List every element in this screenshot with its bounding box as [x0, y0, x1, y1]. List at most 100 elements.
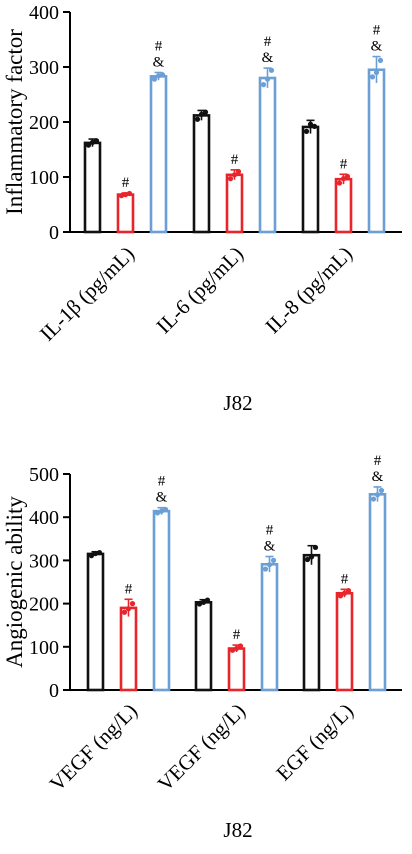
data-point [129, 601, 136, 607]
data-point [229, 647, 236, 653]
data-point [89, 139, 96, 145]
data-point [121, 609, 128, 615]
data-point [198, 111, 205, 117]
significance-mark: # [266, 523, 274, 539]
significance-mark: # [341, 571, 349, 587]
significance-mark: # [158, 474, 166, 490]
y-axis-label: Inflammatory factor [2, 29, 27, 215]
data-point [118, 193, 125, 199]
x-tick-label: IL-8 (pg/mL) [260, 242, 357, 339]
x-axis-label: J82 [223, 818, 252, 842]
bar [301, 125, 320, 234]
y-tick-label: 0 [49, 222, 59, 244]
data-point [262, 566, 269, 572]
bar [368, 493, 387, 692]
bar [367, 68, 386, 234]
data-point [336, 180, 343, 186]
data-point [344, 173, 351, 180]
data-point [233, 645, 240, 652]
significance-mark: & [153, 55, 165, 71]
data-point [154, 510, 161, 516]
data-point [308, 554, 315, 560]
significance-mark: & [371, 39, 383, 55]
bar [335, 591, 354, 692]
data-point [126, 190, 133, 197]
data-point [237, 643, 244, 649]
y-tick-label: 500 [29, 464, 59, 486]
data-point [196, 601, 203, 607]
x-tick-label: VEGF (ng/L) [153, 699, 250, 796]
significance-mark: # [373, 23, 381, 39]
data-point [377, 57, 384, 64]
bar [116, 193, 135, 234]
data-point [312, 544, 319, 551]
data-point [194, 116, 201, 122]
y-tick-label: 200 [29, 112, 59, 134]
y-tick-label: 100 [29, 167, 59, 189]
data-point [125, 606, 132, 612]
bar [152, 509, 171, 692]
significance-mark: & [156, 490, 168, 506]
significance-mark: # [264, 34, 272, 50]
data-point [268, 67, 275, 73]
data-point [374, 492, 381, 498]
bar [149, 75, 168, 234]
data-point [158, 508, 165, 514]
data-point [93, 138, 100, 144]
data-point [341, 590, 348, 596]
bar [225, 173, 244, 234]
bar [86, 552, 105, 692]
significance-mark: & [372, 469, 384, 485]
significance-mark: # [155, 39, 163, 55]
y-tick-label: 200 [29, 594, 59, 616]
significance-mark: # [125, 581, 133, 597]
data-point [159, 72, 166, 78]
bar [119, 606, 138, 692]
x-tick-label: EGF (ng/L) [271, 699, 358, 786]
data-point [231, 172, 238, 178]
y-tick-label: 400 [29, 507, 59, 529]
y-tick-label: 300 [29, 550, 59, 572]
significance-mark: # [340, 156, 348, 172]
data-point [337, 593, 344, 599]
data-point [373, 69, 380, 76]
data-point [345, 588, 352, 594]
x-tick-label: IL-6 (pg/mL) [151, 242, 248, 339]
data-point [202, 109, 209, 115]
data-point [304, 556, 311, 563]
data-point [92, 550, 99, 557]
data-point [155, 73, 162, 79]
data-point [85, 142, 92, 148]
data-point [235, 168, 242, 175]
data-point [96, 550, 103, 556]
y-tick-label: 400 [29, 2, 59, 24]
bar [302, 553, 321, 692]
y-tick-label: 100 [29, 637, 59, 659]
significance-mark: # [122, 175, 130, 191]
x-axis-label: J82 [223, 391, 252, 415]
significance-mark: # [231, 152, 239, 168]
significance-mark: & [264, 539, 276, 555]
data-point [227, 176, 234, 182]
data-point [264, 76, 271, 82]
data-point [270, 557, 277, 564]
significance-mark: & [262, 50, 274, 66]
data-point [151, 76, 158, 82]
bar [192, 114, 211, 234]
y-tick-label: 0 [49, 680, 59, 702]
bar [83, 141, 102, 234]
significance-mark: # [374, 453, 382, 469]
data-point [340, 176, 347, 182]
data-point [369, 74, 376, 80]
data-point [303, 128, 310, 134]
bar [258, 76, 277, 234]
y-axis-label: Angiogenic ability [2, 496, 27, 668]
bar [227, 647, 246, 692]
bar [260, 562, 279, 692]
data-point [370, 496, 377, 502]
data-point [162, 506, 169, 513]
